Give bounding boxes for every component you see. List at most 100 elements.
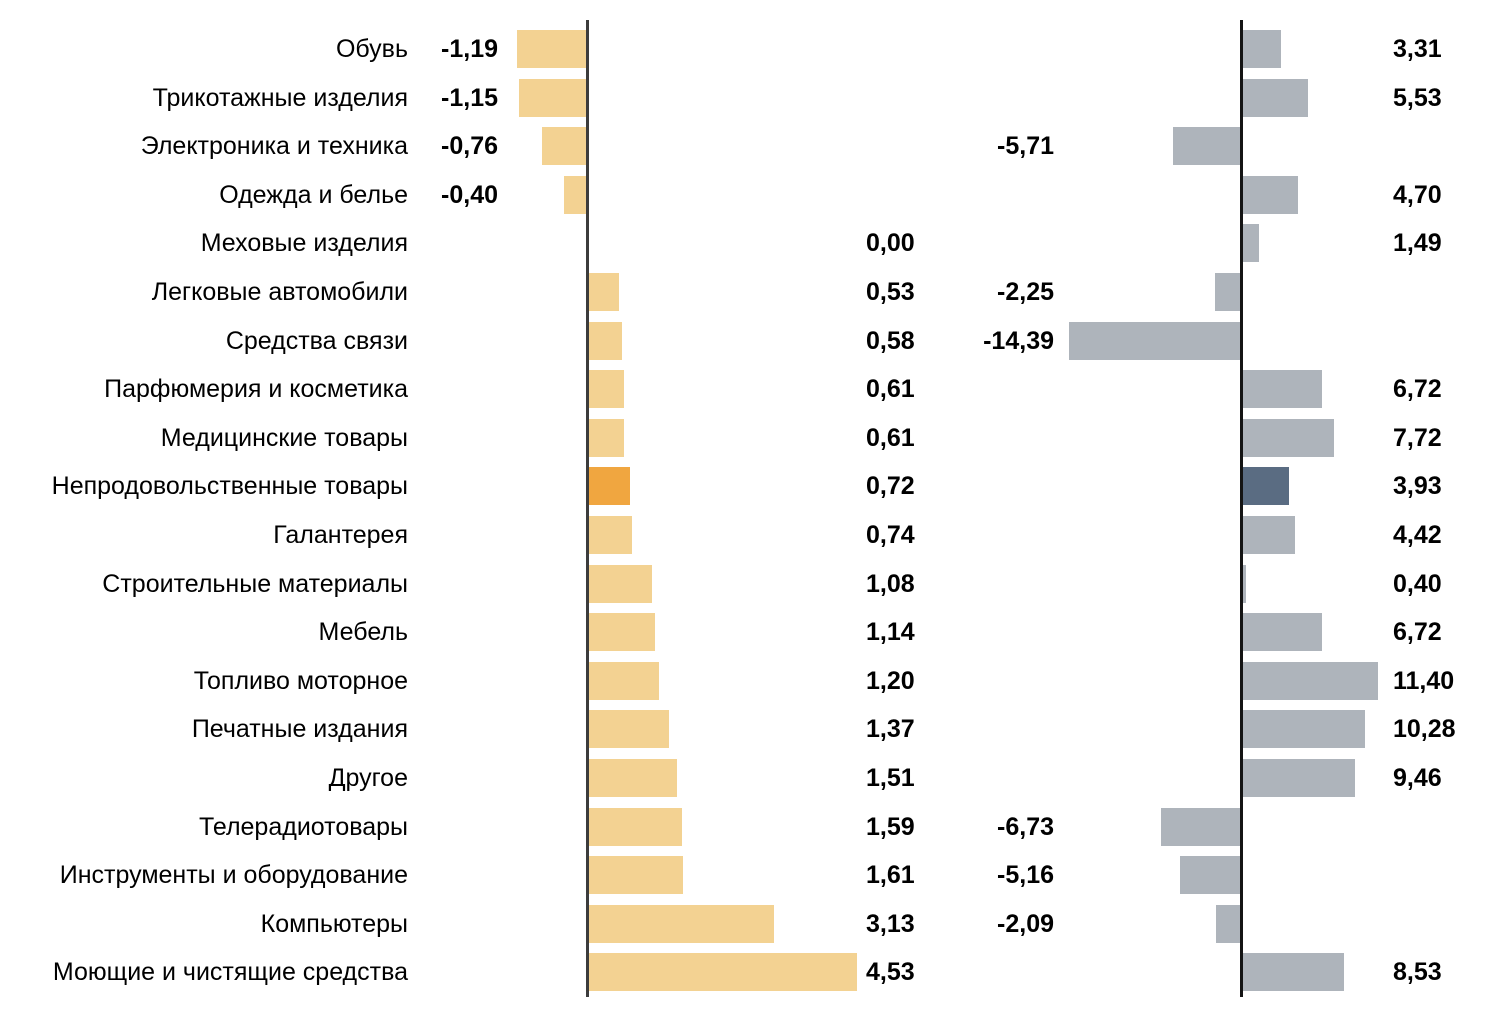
left-value-label: 1,59 [866, 812, 915, 841]
right-bar [1241, 467, 1289, 506]
right-value-label: 8,53 [1393, 958, 1442, 987]
right-bar [1241, 564, 1247, 603]
left-bar [587, 516, 632, 554]
left-value-label: -0,76 [441, 132, 498, 161]
right-value-label: 3,31 [1393, 35, 1442, 63]
right-bar [1241, 953, 1344, 992]
category-label: Одежда и белье [219, 180, 408, 209]
left-value-label: 3,13 [866, 909, 915, 938]
right-value-label: 6,72 [1393, 375, 1442, 404]
category-label: Средства связи [225, 326, 408, 355]
right-value-label: -5,16 [997, 861, 1054, 890]
left-bar [516, 30, 588, 68]
category-label: Обувь [335, 35, 408, 63]
left-value-label: -1,15 [441, 83, 498, 112]
left-bar [587, 370, 624, 409]
right-bar [1068, 321, 1242, 360]
category-label: Инструменты и оборудование [59, 861, 408, 890]
right-value-label: 5,53 [1393, 83, 1442, 112]
left-bar [519, 78, 588, 117]
right-bar [1241, 516, 1295, 554]
left-value-label: 1,51 [866, 764, 915, 792]
right-value-label: -6,73 [997, 812, 1054, 841]
right-bar [1241, 759, 1356, 797]
category-label: Печатные издания [191, 715, 408, 744]
left-value-label: 0,61 [866, 375, 915, 404]
right-value-label: 6,72 [1393, 618, 1442, 647]
left-value-label: 0,61 [866, 423, 915, 452]
left-bar [587, 904, 774, 943]
right-bar [1172, 127, 1242, 166]
right-value-label: -2,09 [997, 909, 1054, 938]
left-bar [542, 127, 588, 166]
category-label: Галантерея [273, 521, 408, 549]
category-label: Моющие и чистящие средства [52, 958, 408, 987]
left-value-label: -0,40 [441, 180, 498, 209]
left-value-label: 4,53 [866, 958, 915, 987]
category-label: Строительные материалы [102, 569, 408, 598]
right-bar [1241, 78, 1308, 117]
left-bar [587, 759, 678, 797]
right-bar [1241, 661, 1379, 700]
left-value-label: 1,14 [866, 618, 915, 647]
left-bar [587, 273, 620, 311]
right-value-label: 3,93 [1393, 472, 1442, 501]
category-label: Трикотажные изделия [152, 83, 408, 112]
right-bar [1241, 613, 1323, 652]
left-bar [587, 807, 683, 846]
right-bar [1216, 904, 1242, 943]
right-bar [1214, 273, 1242, 311]
category-label: Непродовольственные товары [51, 472, 408, 501]
left-value-label: 1,37 [866, 715, 915, 744]
category-label: Топливо моторное [193, 666, 408, 695]
right-bar [1241, 710, 1365, 749]
left-bar [587, 856, 684, 895]
right-bar [1179, 856, 1242, 895]
right-value-label: -2,25 [997, 278, 1054, 306]
right-value-label: 11,40 [1393, 666, 1455, 695]
left-axis-line [586, 20, 589, 997]
category-label: Парфюмерия и косметика [104, 375, 408, 404]
right-axis-line [1240, 20, 1243, 997]
category-label: Телерадиотовары [199, 812, 408, 841]
right-bar [1160, 807, 1242, 846]
left-bar [587, 613, 656, 652]
left-bar [587, 321, 622, 360]
right-bar [1241, 370, 1323, 409]
left-bar [587, 661, 659, 700]
left-value-label: 0,74 [866, 521, 915, 549]
category-label: Медицинские товары [160, 423, 408, 452]
category-label: Меховые изделия [200, 229, 408, 258]
right-value-label: -5,71 [997, 132, 1054, 161]
right-value-label: -14,39 [983, 326, 1054, 355]
left-bar [587, 467, 631, 506]
left-value-label: 0,00 [866, 229, 915, 258]
left-value-label: 1,61 [866, 861, 915, 890]
right-value-label: 7,72 [1393, 423, 1442, 452]
left-value-label: 1,20 [866, 666, 915, 695]
right-value-label: 4,42 [1393, 521, 1442, 549]
right-bar [1241, 30, 1282, 68]
left-bar [587, 564, 652, 603]
right-bar [1241, 224, 1260, 263]
right-bar [1241, 175, 1298, 214]
left-value-label: -1,19 [441, 35, 498, 63]
right-value-label: 0,40 [1393, 569, 1442, 598]
left-bar [563, 175, 588, 214]
left-bar [587, 418, 624, 457]
category-label: Компьютеры [260, 909, 408, 938]
category-label: Легковые автомобили [151, 278, 408, 306]
right-bar [1241, 418, 1335, 457]
left-value-label: 0,72 [866, 472, 915, 501]
right-value-label: 1,49 [1393, 229, 1442, 258]
right-value-label: 4,70 [1393, 180, 1442, 209]
category-label: Другое [328, 764, 408, 792]
left-value-label: 0,58 [866, 326, 915, 355]
category-label: Электроника и техника [140, 132, 408, 161]
left-bar [587, 953, 858, 992]
right-value-label: 10,28 [1393, 715, 1456, 744]
left-bar [587, 710, 669, 749]
left-value-label: 0,53 [866, 278, 915, 306]
category-label: Мебель [318, 618, 408, 647]
